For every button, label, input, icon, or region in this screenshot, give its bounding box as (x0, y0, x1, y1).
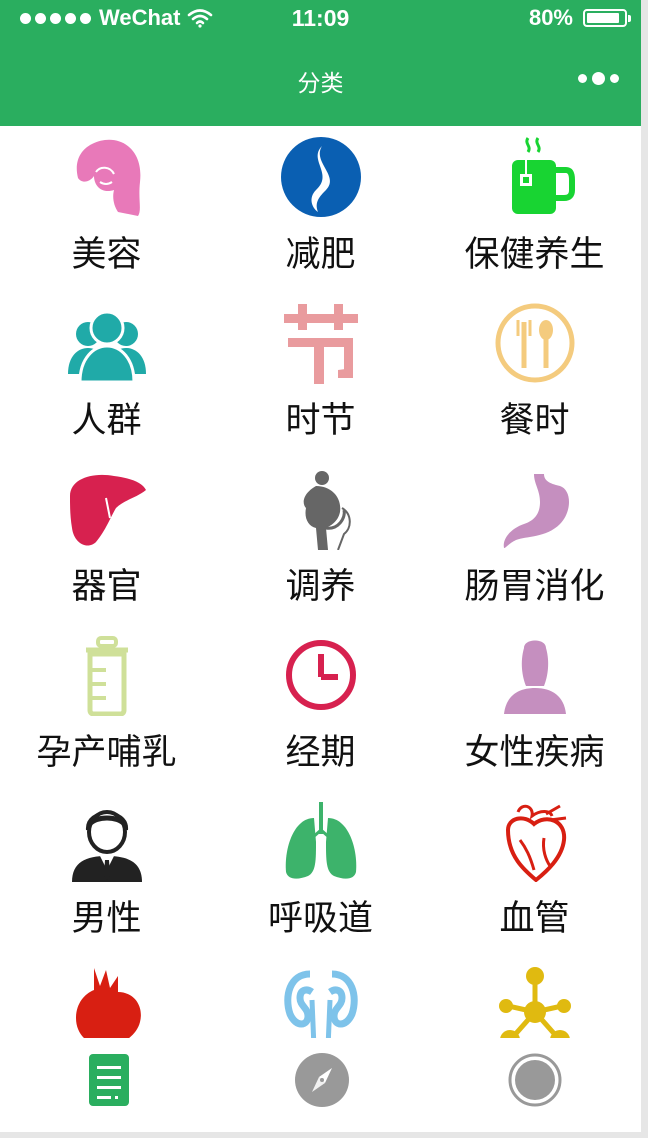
category-item[interactable]: 男性 (0, 790, 213, 956)
category-item[interactable]: 保健养生 (428, 126, 641, 292)
category-item[interactable]: 人群 (0, 292, 213, 458)
man-suit-icon (66, 800, 148, 882)
list-document-icon (89, 1054, 129, 1106)
clock-icon (280, 634, 362, 716)
status-right: 80% (528, 5, 631, 31)
liver-icon (66, 468, 148, 550)
circle-record-icon (508, 1053, 562, 1107)
nav-bar: 分类 (0, 36, 641, 126)
tab-bar (0, 1038, 641, 1132)
category-item[interactable]: 器官 (0, 458, 213, 624)
category-label: 女性疾病 (464, 733, 605, 773)
category-label: 美容 (71, 235, 142, 275)
category-label: 时节 (285, 401, 356, 441)
kidneys-icon (280, 966, 362, 1038)
tab-compass[interactable] (292, 1050, 352, 1110)
category-label: 减肥 (285, 235, 356, 275)
battery-icon (583, 9, 631, 27)
jie-character-icon (280, 302, 362, 384)
category-item[interactable]: 女性疾病 (428, 624, 641, 790)
anatomical-heart-icon (66, 966, 148, 1038)
category-label: 血管 (499, 899, 570, 939)
category-label: 保健养生 (464, 235, 605, 275)
signal-dots-icon (20, 12, 91, 24)
category-item[interactable]: 时节 (214, 292, 427, 458)
category-item[interactable]: 美容 (0, 126, 213, 292)
stomach-icon (494, 468, 576, 550)
category-item[interactable] (428, 956, 641, 1038)
category-label: 人群 (71, 401, 142, 441)
category-item[interactable]: 经期 (214, 624, 427, 790)
category-label: 呼吸道 (267, 899, 373, 939)
tab-circle-record[interactable] (505, 1050, 565, 1110)
status-left: WeChat (20, 5, 213, 31)
category-label: 孕产哺乳 (36, 733, 177, 773)
heart-vessels-icon (494, 800, 576, 882)
wifi-icon (187, 9, 212, 28)
category-label: 肠胃消化 (464, 567, 605, 607)
pregnant-figure-icon (280, 468, 362, 550)
fork-spoon-icon (494, 302, 576, 384)
category-item[interactable]: 调养 (214, 458, 427, 624)
status-bar: WeChat 11:09 80% (0, 0, 641, 36)
molecule-icon (494, 966, 576, 1038)
more-dots-icon[interactable] (578, 72, 619, 85)
category-label: 经期 (285, 733, 356, 773)
category-item[interactable]: 减肥 (214, 126, 427, 292)
carrier-name: WeChat (99, 5, 181, 30)
compass-icon (295, 1053, 349, 1107)
category-label: 男性 (71, 899, 142, 939)
woman-silhouette-icon (494, 634, 576, 716)
category-item[interactable]: 餐时 (428, 292, 641, 458)
category-item[interactable] (214, 956, 427, 1038)
category-item[interactable]: 肠胃消化 (428, 458, 641, 624)
baby-bottle-icon (66, 634, 148, 716)
battery-percent: 80% (528, 5, 573, 30)
category-item[interactable]: 呼吸道 (214, 790, 427, 956)
waist-curve-icon (280, 136, 362, 218)
bottom-strip (0, 1132, 641, 1138)
tea-cup-icon (494, 136, 576, 218)
tab-list-document[interactable] (79, 1050, 139, 1110)
category-label: 器官 (71, 567, 142, 607)
category-item[interactable]: 血管 (428, 790, 641, 956)
category-label: 餐时 (499, 401, 570, 441)
category-item[interactable] (0, 956, 213, 1038)
lungs-icon (280, 800, 362, 882)
category-label: 调养 (285, 567, 356, 607)
page-title: 分类 (297, 71, 344, 97)
category-item[interactable]: 孕产哺乳 (0, 624, 213, 790)
category-grid: 美容 减肥 保健养生 人群 时节 餐时 器官 调养 肠胃消化 (0, 126, 641, 1038)
people-group-icon (66, 302, 148, 384)
woman-face-icon (66, 136, 148, 218)
status-time: 11:09 (291, 5, 350, 31)
